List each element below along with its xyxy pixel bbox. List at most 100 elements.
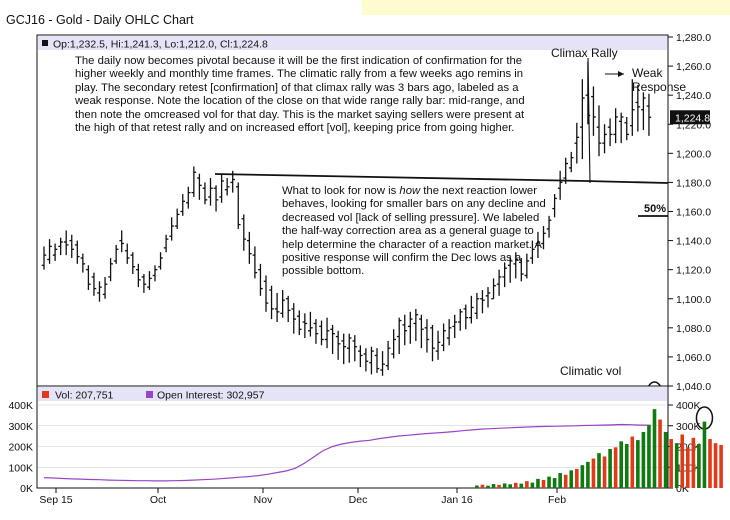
volume-bar <box>563 474 568 488</box>
volume-bar <box>519 483 524 488</box>
ohlc-bars <box>41 61 652 376</box>
volume-bar <box>475 485 479 488</box>
volume-bar <box>641 431 646 488</box>
volume-bar <box>613 447 618 488</box>
ohlc-info-text: Op:1,232.5, Hi:1,241.3, Lo:1,212.0, Cl:1… <box>53 39 268 51</box>
volume-bar <box>686 447 690 488</box>
trendline-extension <box>585 180 669 184</box>
volume-bar <box>513 482 518 488</box>
price-tick-label: 1,240.0 <box>676 90 711 102</box>
price-tick-label: 1,100.0 <box>676 294 711 306</box>
x-axis: Sep 15 Oct Nov Dec Jan 16 Feb <box>39 488 566 506</box>
volume-bar <box>525 481 529 488</box>
volume-bar <box>697 444 701 488</box>
price-tick-label: 1,260.0 <box>676 61 711 73</box>
reaction-commentary-emphasis: how <box>399 185 421 197</box>
volume-bar <box>680 434 685 488</box>
weak-response-label-1: Weak <box>632 66 663 80</box>
vol-tick-label-left: 300K <box>8 421 33 433</box>
volume-bar <box>569 470 574 488</box>
volume-bar <box>575 468 579 488</box>
volume-bar <box>647 424 651 488</box>
climax-rally-pointer <box>587 57 591 184</box>
info-header <box>38 36 667 50</box>
volume-bar <box>624 444 629 488</box>
price-tick-label: 1,040.0 <box>676 381 711 393</box>
volume-bar <box>597 453 601 488</box>
open-interest-series <box>43 423 649 482</box>
volume-bar <box>580 465 585 488</box>
price-tick-label: 1,180.0 <box>676 177 711 189</box>
climatic-vol-label: Climatic vol <box>560 364 621 378</box>
volume-bar <box>619 441 623 488</box>
price-tick-label: 1,200.0 <box>676 148 711 160</box>
x-tick-label: Sep 15 <box>39 494 72 506</box>
volume-bar <box>658 419 662 488</box>
x-tick-label: Jan 16 <box>441 494 473 506</box>
price-tick-label: 1,120.0 <box>676 265 711 277</box>
volume-bar <box>713 443 718 488</box>
volume-bar <box>530 482 535 488</box>
trendline-from-oct-high <box>214 173 587 182</box>
main-commentary: The daily now becomes pivotal because it… <box>75 55 525 135</box>
climax-rally-label: Climax Rally <box>551 46 618 60</box>
reaction-commentary-pre: What to look for now is <box>282 185 400 197</box>
volume-bar <box>702 421 707 488</box>
current-price-label: 1,224.8 <box>675 112 710 124</box>
price-axis: 1,040.0 1,060.0 1,080.0 1,100.0 1,120.0 1,140… <box>668 32 711 393</box>
volume-bar <box>652 409 657 488</box>
vol-tick-label-right: 0K <box>676 483 689 495</box>
volume-bar <box>591 458 596 488</box>
vol-tick-label-left: 100K <box>8 462 33 474</box>
price-tick-label: 1,160.0 <box>676 207 711 219</box>
vol-swatch-icon <box>42 391 49 398</box>
price-tick-label: 1,140.0 <box>676 236 711 248</box>
reaction-commentary-post: the next reaction lower behaves, looking… <box>282 185 546 278</box>
vol-tick-label-left: 0K <box>20 483 33 495</box>
volume-bar <box>486 485 490 488</box>
volume-bars <box>475 409 723 488</box>
open-interest-line <box>43 423 649 482</box>
x-tick-label: Feb <box>548 494 566 506</box>
volume-bar <box>636 440 640 488</box>
vol-tick-label-left: 200K <box>8 442 33 454</box>
volume-bar <box>719 444 723 488</box>
chart-title: GCJ16 - Gold - Daily OHLC Chart <box>6 13 194 27</box>
volume-bar <box>502 483 507 488</box>
volume-bar <box>541 479 546 488</box>
volume-bar <box>608 448 612 488</box>
volume-bar <box>586 461 590 488</box>
volume-bar <box>480 484 485 488</box>
fifty-percent-label: 50% <box>644 203 666 215</box>
price-tick-label: 1,080.0 <box>676 323 711 335</box>
weak-response-arrowhead-icon <box>618 71 624 77</box>
vol-legend-text: Vol: 207,751 <box>55 390 114 402</box>
price-panel <box>36 34 669 387</box>
volume-bar <box>669 439 673 488</box>
volume-bar <box>663 431 668 488</box>
price-tick-label: 1,060.0 <box>676 352 711 364</box>
volume-bar <box>536 478 540 488</box>
volume-panel <box>36 385 669 489</box>
volume-bar <box>547 476 551 488</box>
volume-bar <box>630 436 635 488</box>
x-tick-label: Nov <box>254 494 273 506</box>
oi-legend-text: Open Interest: 302,957 <box>157 390 265 402</box>
annotations <box>214 57 714 430</box>
x-tick-label: Dec <box>349 494 368 506</box>
oi-swatch-icon <box>146 391 153 398</box>
volume-bar <box>491 484 496 488</box>
volume-bar <box>497 484 501 488</box>
volume-bar <box>508 484 512 488</box>
volume-bar <box>708 439 712 488</box>
weak-response-label-2: Response <box>632 80 686 94</box>
info-square-icon <box>42 40 48 46</box>
vol-tick-label-left: 400K <box>8 400 33 412</box>
volume-bar <box>691 437 696 488</box>
vol-tick-label-right: 300K <box>676 421 701 433</box>
x-tick-label: Oct <box>150 494 166 506</box>
volume-bar <box>602 456 607 488</box>
volume-bar <box>558 473 562 488</box>
reaction-commentary: What to look for now is how the next rea… <box>282 185 548 279</box>
